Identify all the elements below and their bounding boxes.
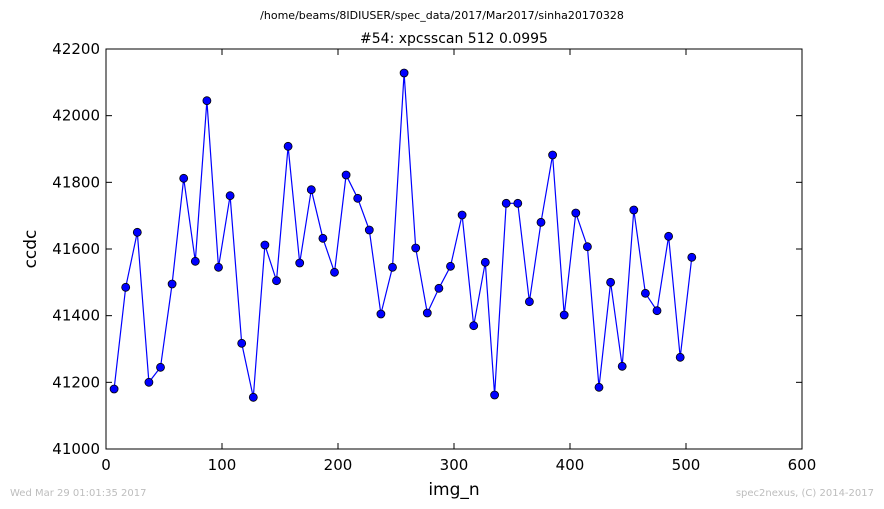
data-point	[388, 262, 397, 272]
y-tick-label: 42000	[52, 107, 100, 125]
data-point	[457, 210, 467, 220]
x-tick-label: 0	[101, 456, 111, 474]
data-point	[376, 309, 386, 319]
data-point	[399, 68, 409, 78]
data-point	[548, 150, 557, 160]
y-tick-label: 41400	[52, 307, 100, 325]
data-point	[664, 231, 673, 241]
y-tick-label: 41000	[52, 440, 100, 458]
y-tick-label: 41800	[52, 173, 100, 191]
data-point	[513, 198, 523, 208]
x-tick-label: 100	[208, 456, 237, 474]
data-point	[422, 308, 432, 318]
x-tick-label: 500	[672, 456, 701, 474]
data-point	[341, 170, 351, 180]
series-line	[113, 72, 693, 398]
data-point	[364, 225, 374, 235]
data-point	[525, 297, 534, 307]
data-point	[687, 252, 697, 262]
data-point	[144, 377, 154, 387]
data-point	[594, 382, 604, 392]
y-tick-label: 41600	[52, 240, 100, 258]
footer-credit: spec2nexus, (C) 2014-2017	[735, 488, 874, 499]
data-point	[469, 321, 479, 331]
data-point	[411, 243, 421, 253]
data-point	[272, 276, 281, 286]
data-point	[283, 141, 293, 151]
data-point	[629, 205, 639, 215]
data-point	[132, 227, 142, 237]
data-point	[583, 242, 592, 252]
data-point	[617, 361, 627, 371]
data-point	[490, 390, 500, 400]
data-point	[606, 277, 615, 287]
y-tick-label: 41200	[52, 373, 100, 391]
data-point	[248, 392, 258, 402]
data-point	[318, 233, 328, 243]
data-point	[190, 256, 200, 266]
data-point	[353, 193, 363, 203]
chart-title: #54: xpcsscan 512 0.0995	[360, 31, 548, 47]
data-point	[202, 96, 212, 106]
data-point	[167, 279, 177, 289]
data-point	[571, 208, 581, 218]
data-point	[121, 282, 131, 292]
plot-series	[109, 68, 697, 402]
figure-suptitle: /home/beams/8IDIUSER/spec_data/2017/Mar2…	[260, 9, 624, 22]
footer-timestamp: Wed Mar 29 01:01:35 2017	[10, 488, 147, 499]
data-point	[652, 306, 662, 316]
data-point	[156, 362, 165, 372]
data-point	[434, 283, 444, 293]
data-point	[306, 185, 316, 195]
data-point	[330, 267, 339, 277]
y-tick-label: 42200	[52, 40, 100, 58]
x-tick-label: 300	[440, 456, 469, 474]
data-point	[109, 384, 119, 394]
axis-ticks: 0 100 200 300 400 500 600 41000 41200 41400 41600 4…	[52, 40, 816, 474]
data-point	[536, 217, 546, 227]
y-axis-label: ccdc	[21, 230, 41, 269]
x-tick-label: 200	[324, 456, 353, 474]
x-tick-label: 400	[556, 456, 585, 474]
axes-frame	[105, 48, 803, 450]
data-point	[260, 240, 270, 250]
data-point	[214, 262, 223, 272]
x-axis-label: img_n	[428, 480, 479, 500]
data-point	[501, 198, 511, 208]
data-point	[675, 352, 685, 362]
data-point	[179, 173, 189, 183]
data-point	[446, 261, 455, 271]
data-point	[559, 310, 569, 320]
data-point	[295, 258, 305, 268]
data-point	[237, 338, 247, 348]
x-tick-label: 600	[788, 456, 817, 474]
data-point	[641, 288, 650, 298]
data-point	[225, 191, 235, 201]
data-point	[480, 257, 490, 267]
